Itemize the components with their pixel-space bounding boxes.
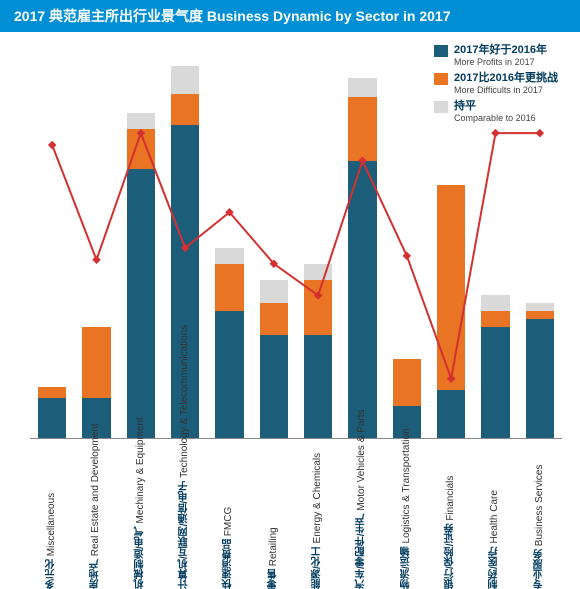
bar-slot [429, 42, 473, 438]
x-label: 制药/医疗 Health Care [473, 441, 517, 589]
bar-stack [82, 42, 110, 438]
bar-stack [437, 42, 465, 438]
x-label: 计算机/互联网/通信/电子 Technology & Telecommunica… [163, 441, 207, 589]
x-label: 专业服务 Business Services [518, 441, 562, 589]
bar-segment-comparable [127, 113, 155, 129]
bar-segment-comparable [171, 66, 199, 94]
bar-segment-comparable [481, 295, 509, 311]
bar-segment-more_profits [481, 327, 509, 438]
bar-slot [74, 42, 118, 438]
bar-segment-comparable [526, 303, 554, 311]
bar-segment-more_difficult [348, 97, 376, 160]
x-label: 零售 Retailing [252, 441, 296, 589]
x-label: 多元化 Miscellaneous [30, 441, 74, 589]
bar-stack [304, 42, 332, 438]
bar-segment-more_difficult [127, 129, 155, 169]
bars-group [30, 42, 562, 438]
bar-segment-more_profits [215, 311, 243, 438]
bar-segment-comparable [260, 280, 288, 304]
chart-title: 2017 典范雇主所出行业景气度 Business Dynamic by Sec… [0, 0, 580, 32]
bar-segment-more_profits [526, 319, 554, 438]
bar-segment-comparable [348, 78, 376, 98]
bar-segment-more_difficult [481, 311, 509, 327]
bar-segment-comparable [215, 248, 243, 264]
bar-segment-more_profits [260, 335, 288, 438]
plot-area: 2017年好于2016年More Profits in 20172017比201… [30, 42, 562, 439]
bar-slot [296, 42, 340, 438]
x-label: 机械制造/电气 Mechinary & Equipment [119, 441, 163, 589]
bar-slot [207, 42, 251, 438]
bar-segment-more_difficult [38, 387, 66, 399]
x-label: 汽车/零配件/生产 Motor Vehicles & Parts [340, 441, 384, 589]
bar-stack [38, 42, 66, 438]
bar-segment-more_difficult [393, 359, 421, 407]
x-label: 银行/保险/证券 Financials [429, 441, 473, 589]
bar-slot [340, 42, 384, 438]
bar-segment-more_difficult [215, 264, 243, 312]
bar-segment-more_difficult [526, 311, 554, 319]
bar-segment-more_difficult [437, 185, 465, 391]
bar-stack [260, 42, 288, 438]
bar-segment-comparable [304, 264, 332, 280]
bar-slot [518, 42, 562, 438]
bar-slot [252, 42, 296, 438]
bar-segment-more_profits [437, 390, 465, 438]
bar-segment-more_difficult [304, 280, 332, 335]
bar-stack [393, 42, 421, 438]
bar-segment-more_difficult [260, 303, 288, 335]
x-label: 物流/运输 Logistics & Transportation [385, 441, 429, 589]
chart-container: 2017 典范雇主所出行业景气度 Business Dynamic by Sec… [0, 0, 580, 589]
bar-slot [473, 42, 517, 438]
bar-slot [119, 42, 163, 438]
bar-segment-more_profits [127, 169, 155, 438]
x-axis-labels: 多元化 Miscellaneous房地产 Real Estate and Dev… [30, 441, 562, 589]
bar-slot [30, 42, 74, 438]
bar-segment-more_difficult [171, 94, 199, 126]
bar-stack [348, 42, 376, 438]
bar-segment-more_profits [348, 161, 376, 438]
bar-segment-more_profits [38, 398, 66, 438]
bar-stack [215, 42, 243, 438]
bar-stack [481, 42, 509, 438]
bar-segment-more_difficult [82, 327, 110, 398]
bar-stack [127, 42, 155, 438]
bar-slot [385, 42, 429, 438]
bar-segment-more_profits [304, 335, 332, 438]
x-label: 能源/化工 Energy & Chemicals [296, 441, 340, 589]
bar-stack [526, 42, 554, 438]
x-label: 快速消费品 FMCG [207, 441, 251, 589]
x-label: 房地产 Real Estate and Development [74, 441, 118, 589]
